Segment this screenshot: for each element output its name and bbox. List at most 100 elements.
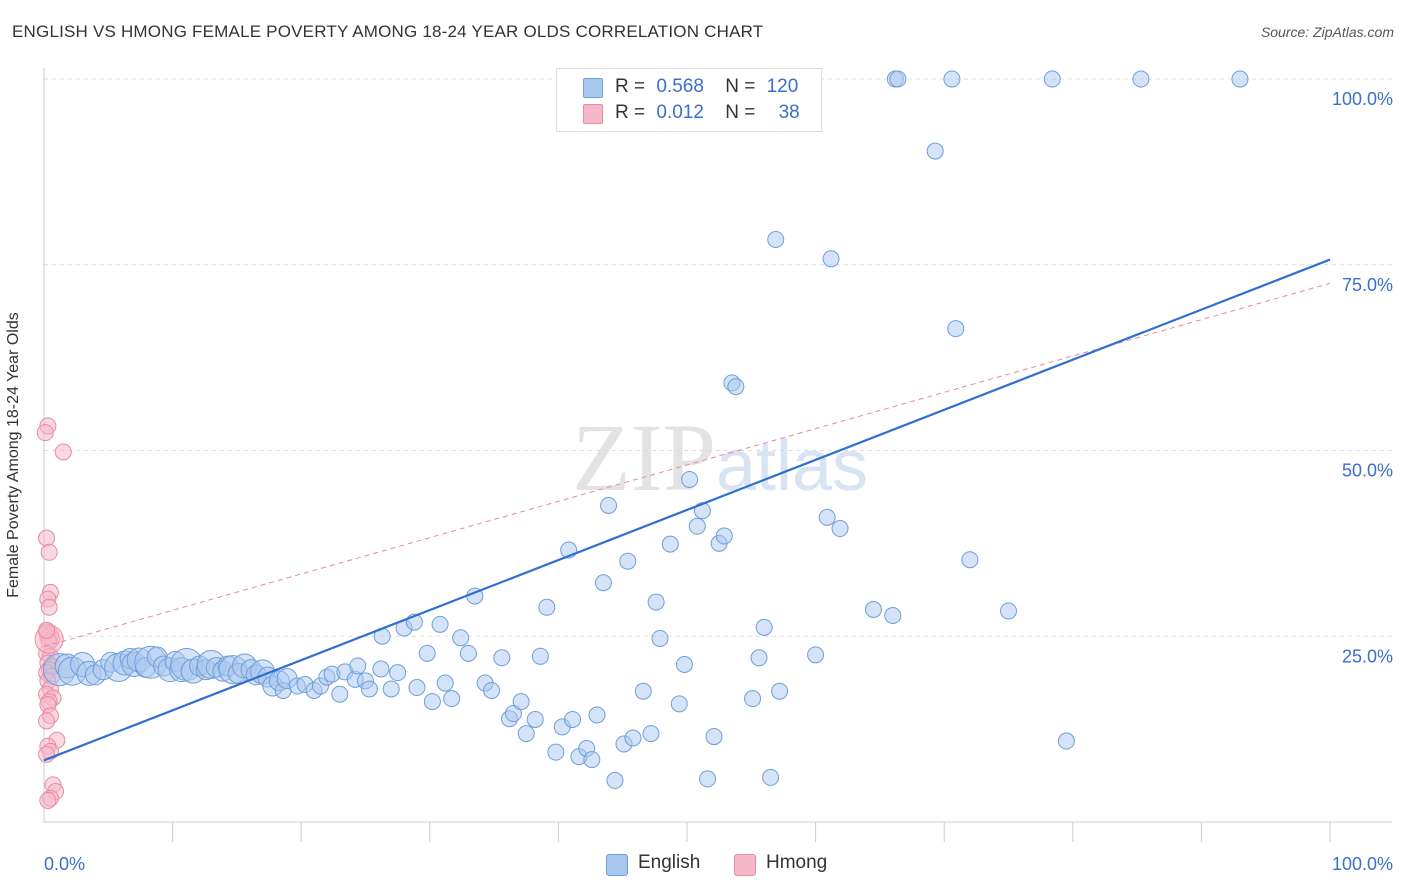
legend-n-value-english: 120 — [766, 76, 799, 97]
english-point — [744, 690, 762, 708]
english-point — [512, 693, 530, 711]
english-point — [693, 502, 711, 520]
english-point — [443, 690, 461, 708]
legend-r-label: R = — [615, 76, 646, 97]
english-point — [423, 693, 441, 711]
hmong-point — [39, 791, 57, 809]
english-point — [750, 649, 768, 667]
trend-lines — [43, 258, 1331, 762]
english-point — [331, 685, 349, 703]
legend-swatch-english — [583, 78, 603, 98]
english-point — [600, 496, 618, 514]
english-point — [864, 601, 882, 619]
english-point — [564, 710, 582, 728]
english-point — [459, 644, 477, 662]
english-point — [926, 142, 944, 160]
english-point — [431, 615, 449, 633]
english-point — [538, 598, 556, 616]
english-point — [705, 728, 723, 746]
english-point — [452, 629, 470, 647]
english-point — [767, 230, 785, 248]
y-tick-label: 25.0% — [1342, 646, 1393, 666]
english-point — [822, 250, 840, 268]
legend-label-hmong: Hmong — [766, 852, 828, 873]
hmong-point — [38, 621, 56, 639]
english-point — [661, 535, 679, 553]
english-point — [818, 508, 836, 526]
english-point — [382, 680, 400, 698]
hmong-point — [54, 443, 72, 461]
english-point — [961, 551, 979, 569]
english-point — [727, 378, 745, 396]
english-point — [418, 644, 436, 662]
english-point — [699, 770, 717, 788]
axes — [43, 68, 1392, 842]
english-point — [1000, 602, 1017, 620]
english-point — [1231, 70, 1249, 88]
y-tick-label: 50.0% — [1342, 461, 1393, 481]
english-point — [807, 646, 825, 664]
english-point — [634, 682, 652, 700]
series-legend: English Hmong — [0, 852, 1406, 878]
english-point — [624, 729, 642, 747]
hmong-point — [36, 424, 54, 442]
english-point — [504, 705, 522, 723]
legend-swatch-hmong — [734, 854, 756, 876]
stats-legend: R = 0.568 N = 120 R = 0.012 N = 38 — [556, 68, 822, 132]
watermark-zip: ZIP — [572, 404, 716, 511]
english-point — [1132, 70, 1150, 88]
english-point — [688, 517, 706, 535]
english-point — [681, 470, 699, 488]
english-point — [642, 725, 660, 743]
english-point — [606, 771, 624, 789]
legend-n-label: N = — [725, 102, 756, 123]
hmong-trend-line — [43, 282, 1331, 648]
x-tick-label: 0.0% — [44, 854, 85, 874]
english-point — [1043, 70, 1061, 88]
y-axis-label: Female Poverty Among 18-24 Year Olds — [5, 312, 22, 598]
english-point — [651, 629, 669, 647]
legend-n-value-hmong: 38 — [778, 102, 800, 123]
english-point — [715, 527, 733, 545]
english-point — [619, 552, 637, 570]
hmong-point — [38, 529, 56, 547]
legend-r-value-english: 0.568 — [656, 76, 704, 97]
english-point — [943, 70, 961, 88]
x-tick-label: 100.0% — [1332, 854, 1393, 874]
english-point — [762, 768, 780, 786]
english-point — [889, 70, 907, 88]
y-tick-label: 75.0% — [1342, 275, 1393, 295]
watermark-atlas: atlas — [716, 426, 868, 506]
english-points — [42, 70, 1249, 789]
watermark: ZIPatlas — [572, 404, 868, 511]
grid-lines — [44, 78, 1392, 637]
english-point — [588, 706, 606, 724]
english-point — [647, 593, 665, 611]
legend-r-label: R = — [615, 102, 646, 123]
y-tick-label: 100.0% — [1332, 89, 1393, 109]
legend-swatch-english — [606, 854, 628, 876]
tick-labels: 25.0% 50.0% 75.0% 100.0% 0.0% 100.0% — [44, 89, 1393, 874]
hmong-point — [38, 712, 56, 730]
english-point — [408, 679, 426, 697]
english-point — [531, 647, 549, 665]
english-point — [594, 574, 612, 592]
legend-n-label: N = — [725, 76, 756, 97]
english-point — [1057, 732, 1075, 750]
english-point — [675, 655, 693, 673]
english-point — [436, 674, 454, 692]
english-point — [372, 660, 390, 678]
english-point — [947, 320, 965, 338]
english-point — [670, 695, 688, 713]
english-point — [547, 743, 565, 761]
english-point — [755, 618, 773, 636]
english-point — [360, 680, 378, 698]
legend-r-value-hmong: 0.012 — [656, 102, 704, 123]
english-point — [831, 520, 849, 538]
legend-label-english: English — [638, 852, 701, 873]
legend-swatch-hmong — [583, 104, 603, 124]
hmong-point — [40, 543, 58, 561]
chart-title: ENGLISH VS HMONG FEMALE POVERTY AMONG 18… — [12, 22, 764, 41]
english-point — [526, 710, 544, 728]
